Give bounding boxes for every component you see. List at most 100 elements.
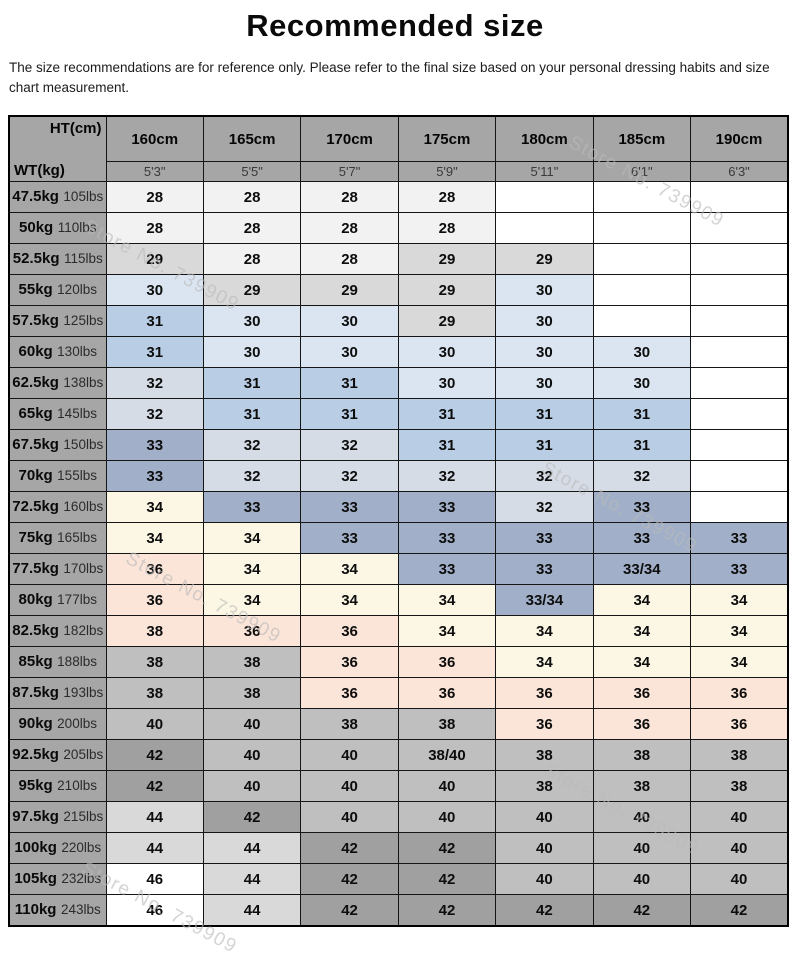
size-cell: 30 [397,367,497,399]
empty-cell [592,243,692,275]
table-row: 105kg 232lbs 46 44 42 42 40 40 40 [8,863,789,895]
empty-cell [690,460,789,492]
size-cell: 31 [202,367,302,399]
table-row: 57.5kg 125lbs 31 30 30 29 30 [8,305,789,337]
empty-cell [690,336,789,368]
size-cell: 33 [495,553,594,585]
size-cell: 38 [690,770,789,802]
empty-cell [592,274,692,306]
weight-row-header: 62.5kg 138lbs [8,367,107,399]
size-cell: 36 [397,677,497,709]
size-cell: 34 [202,553,302,585]
empty-cell [690,367,789,399]
size-cell: 30 [495,367,594,399]
size-cell: 42 [105,770,204,802]
size-cell: 42 [397,832,497,864]
table-row: 100kg 220lbs 44 44 42 42 40 40 40 [8,832,789,864]
weight-lbs: 170lbs [63,561,104,576]
size-cell: 40 [592,832,692,864]
size-cell: 38 [105,646,204,678]
size-cell: 32 [202,429,302,461]
size-cell: 28 [300,243,399,275]
weight-kg: 77.5kg [12,560,59,577]
weight-lbs: 210lbs [57,778,97,793]
weight-row-header: 92.5kg 205lbs [8,739,107,771]
weight-lbs: 138lbs [63,375,104,390]
table-row: 90kg 200lbs 40 40 38 38 36 36 36 [8,708,789,740]
size-cell: 46 [105,894,204,927]
size-cell: 34 [690,584,789,616]
size-cell: 33 [105,429,204,461]
weight-row-header: 82.5kg 182lbs [8,615,107,647]
height-cm-header: 180cm [495,115,594,162]
size-cell: 33 [397,522,497,554]
corner-ht-label: HT(cm) [49,120,102,137]
weight-kg: 82.5kg [12,622,59,639]
size-cell: 32 [300,460,399,492]
size-cell: 40 [202,770,302,802]
height-cm-header: 160cm [105,115,204,162]
size-cell: 44 [202,832,302,864]
weight-row-header: 95kg 210lbs [8,770,107,802]
size-cell: 34 [592,646,692,678]
size-cell: 30 [202,305,302,337]
size-cell: 38 [300,708,399,740]
weight-row-header: 70kg 155lbs [8,460,107,492]
table-row: 67.5kg 150lbs 33 32 32 31 31 31 [8,429,789,461]
empty-cell [495,181,594,213]
weight-kg: 85kg [18,653,53,670]
size-cell: 30 [592,367,692,399]
empty-cell [690,181,789,213]
table-row: 77.5kg 170lbs 36 34 34 33 33 33/34 33 [8,553,789,585]
size-cell: 33 [300,522,399,554]
height-ft-header: 5'5" [202,161,302,182]
size-cell: 33/34 [592,553,692,585]
size-cell: 40 [592,863,692,895]
size-cell: 34 [202,522,302,554]
size-cell: 31 [592,398,692,430]
height-cm-row: HT(cm) WT(kg) 160cm 165cm 170cm 175cm 180cm 1… [8,115,789,182]
size-cell: 38 [202,677,302,709]
corner-header: HT(cm) WT(kg) [8,115,107,182]
size-cell: 42 [690,894,789,927]
table-row: 82.5kg 182lbs 38 36 36 34 34 34 34 [8,615,789,647]
weight-lbs: 105lbs [63,189,104,204]
size-cell: 36 [690,708,789,740]
size-cell: 28 [105,212,204,244]
empty-cell [690,305,789,337]
size-cell: 29 [397,243,497,275]
size-cell: 28 [397,181,497,213]
size-cell: 29 [105,243,204,275]
weight-lbs: 160lbs [63,499,104,514]
table-row: 92.5kg 205lbs 42 40 40 38/40 38 38 38 [8,739,789,771]
size-cell: 33 [690,522,789,554]
size-cell: 42 [105,739,204,771]
size-cell: 31 [495,429,594,461]
size-cell: 40 [300,770,399,802]
empty-cell [690,491,789,523]
table-row: 50kg 110lbs 28 28 28 28 [8,212,789,244]
size-cell: 36 [592,708,692,740]
size-cell: 44 [202,894,302,927]
height-ft-header: 6'1" [592,161,692,182]
size-cell: 32 [105,398,204,430]
weight-row-header: 100kg 220lbs [8,832,107,864]
weight-kg: 50kg [19,219,54,236]
size-cell: 34 [202,584,302,616]
size-cell: 42 [300,863,399,895]
size-cell: 34 [495,646,594,678]
weight-kg: 105kg [14,870,57,887]
height-ft-header: 5'9" [397,161,497,182]
size-cell: 36 [300,646,399,678]
size-cell: 40 [495,863,594,895]
height-ft-header: 5'11" [495,161,594,182]
size-cell: 32 [495,491,594,523]
height-ft-header: 6'3" [690,161,789,182]
weight-kg: 47.5kg [12,188,59,205]
size-cell: 42 [397,894,497,927]
weight-lbs: 205lbs [63,747,104,762]
weight-row-header: 57.5kg 125lbs [8,305,107,337]
size-cell: 38 [105,615,204,647]
size-cell: 33 [300,491,399,523]
height-cm-header: 185cm [592,115,692,162]
